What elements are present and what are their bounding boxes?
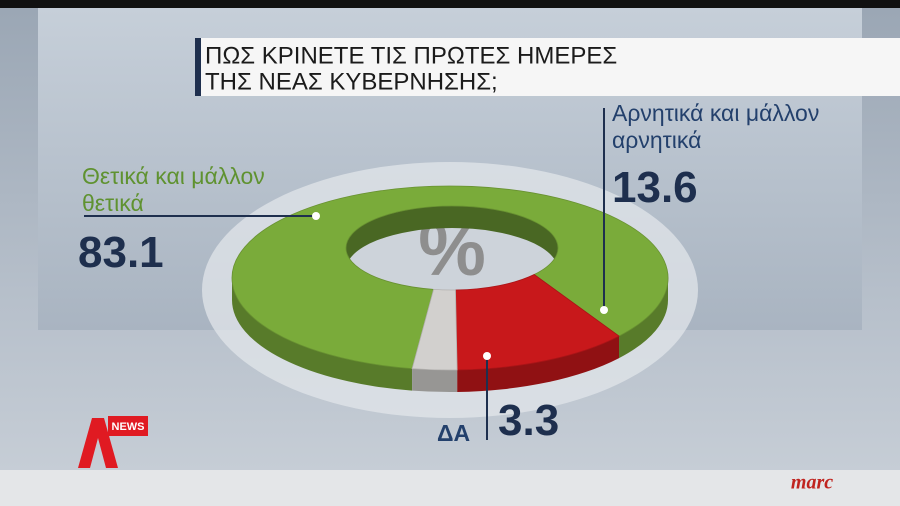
slice-label: Θετικά και μάλλον θετικά bbox=[82, 163, 265, 216]
slice bbox=[411, 288, 458, 371]
slice-side bbox=[457, 336, 620, 392]
logo-badge-text: NEWS bbox=[112, 421, 145, 433]
leader-dot bbox=[483, 352, 491, 360]
title-accent bbox=[195, 38, 201, 96]
slice-side bbox=[232, 278, 413, 391]
chart-title: ΠΩΣ ΚΡΙΝΕΤΕ ΤΙΣ ΠΡΩΤΕΣ ΗΜΕΡΕΣ bbox=[205, 42, 617, 69]
title-band bbox=[195, 38, 900, 96]
logo-badge bbox=[108, 416, 148, 436]
brand: marc bbox=[791, 472, 833, 494]
slice bbox=[455, 274, 620, 371]
leader-dot bbox=[312, 212, 320, 220]
slice bbox=[231, 185, 669, 370]
slice-label: ΔΑ bbox=[437, 420, 471, 446]
value-label: 13.6 bbox=[612, 163, 698, 212]
value-label: 83.1 bbox=[78, 228, 164, 277]
leader-dot bbox=[600, 306, 608, 314]
logo-mark bbox=[78, 418, 118, 468]
slice-label: Αρνητικά και μάλλον αρνητικά bbox=[612, 100, 820, 153]
bottom-bar bbox=[0, 470, 900, 506]
slice-side bbox=[619, 278, 668, 359]
chart-title: ΤΗΣ ΝΕΑΣ ΚΥΒΕΡΝΗΣΗΣ; bbox=[205, 68, 498, 95]
value-label: 3.3 bbox=[498, 396, 560, 445]
slice-inner-wall bbox=[346, 206, 558, 270]
slice-side bbox=[412, 368, 458, 392]
top-bar bbox=[0, 0, 900, 8]
